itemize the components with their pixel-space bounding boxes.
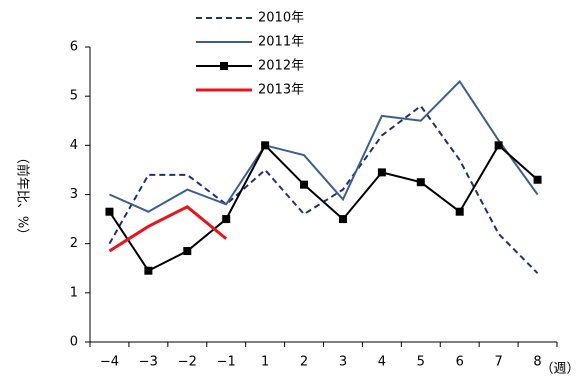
legend-marker <box>220 62 228 70</box>
x-tick-label: 5 <box>417 355 425 370</box>
series-line <box>108 205 228 253</box>
marker <box>494 141 503 150</box>
marker <box>222 215 231 224</box>
marker <box>300 180 309 189</box>
marker <box>261 141 270 150</box>
x-tick-label: 1 <box>261 355 269 370</box>
x-tick-label: 7 <box>494 355 502 370</box>
marker <box>338 215 347 224</box>
y-axis-title: （前年比、%） <box>15 151 31 241</box>
marker <box>144 266 153 275</box>
x-tick-label: 4 <box>378 355 386 370</box>
y-tick-label: 5 <box>70 89 78 104</box>
y-tick-label: 2 <box>70 236 78 251</box>
y-tick-label: 4 <box>70 138 78 153</box>
legend-label: 2011年 <box>258 35 304 50</box>
x-tick-label: 2 <box>300 355 308 370</box>
marker <box>416 178 425 187</box>
x-tick-label: −2 <box>178 355 197 370</box>
marker <box>533 175 542 184</box>
series-line <box>109 79 539 213</box>
y-tick-label: 1 <box>70 285 78 300</box>
x-tick-label: −1 <box>217 355 236 370</box>
marker <box>455 207 464 216</box>
marker <box>105 207 114 216</box>
legend-label: 2010年 <box>258 11 304 26</box>
x-tick-label: −3 <box>139 355 158 370</box>
x-tick-label: −4 <box>100 355 119 370</box>
marker <box>183 247 192 256</box>
legend-label: 2012年 <box>258 59 304 74</box>
series-line <box>108 143 539 273</box>
y-tick-label: 3 <box>70 187 78 202</box>
y-tick-label: 6 <box>70 40 78 55</box>
x-axis-title: （週） <box>540 362 579 377</box>
marker <box>377 168 386 177</box>
legend-label: 2013年 <box>258 83 304 98</box>
x-tick-label: 6 <box>456 355 464 370</box>
x-tick-label: 8 <box>533 355 541 370</box>
y-tick-label: 0 <box>70 335 78 350</box>
x-tick-label: 3 <box>339 355 347 370</box>
